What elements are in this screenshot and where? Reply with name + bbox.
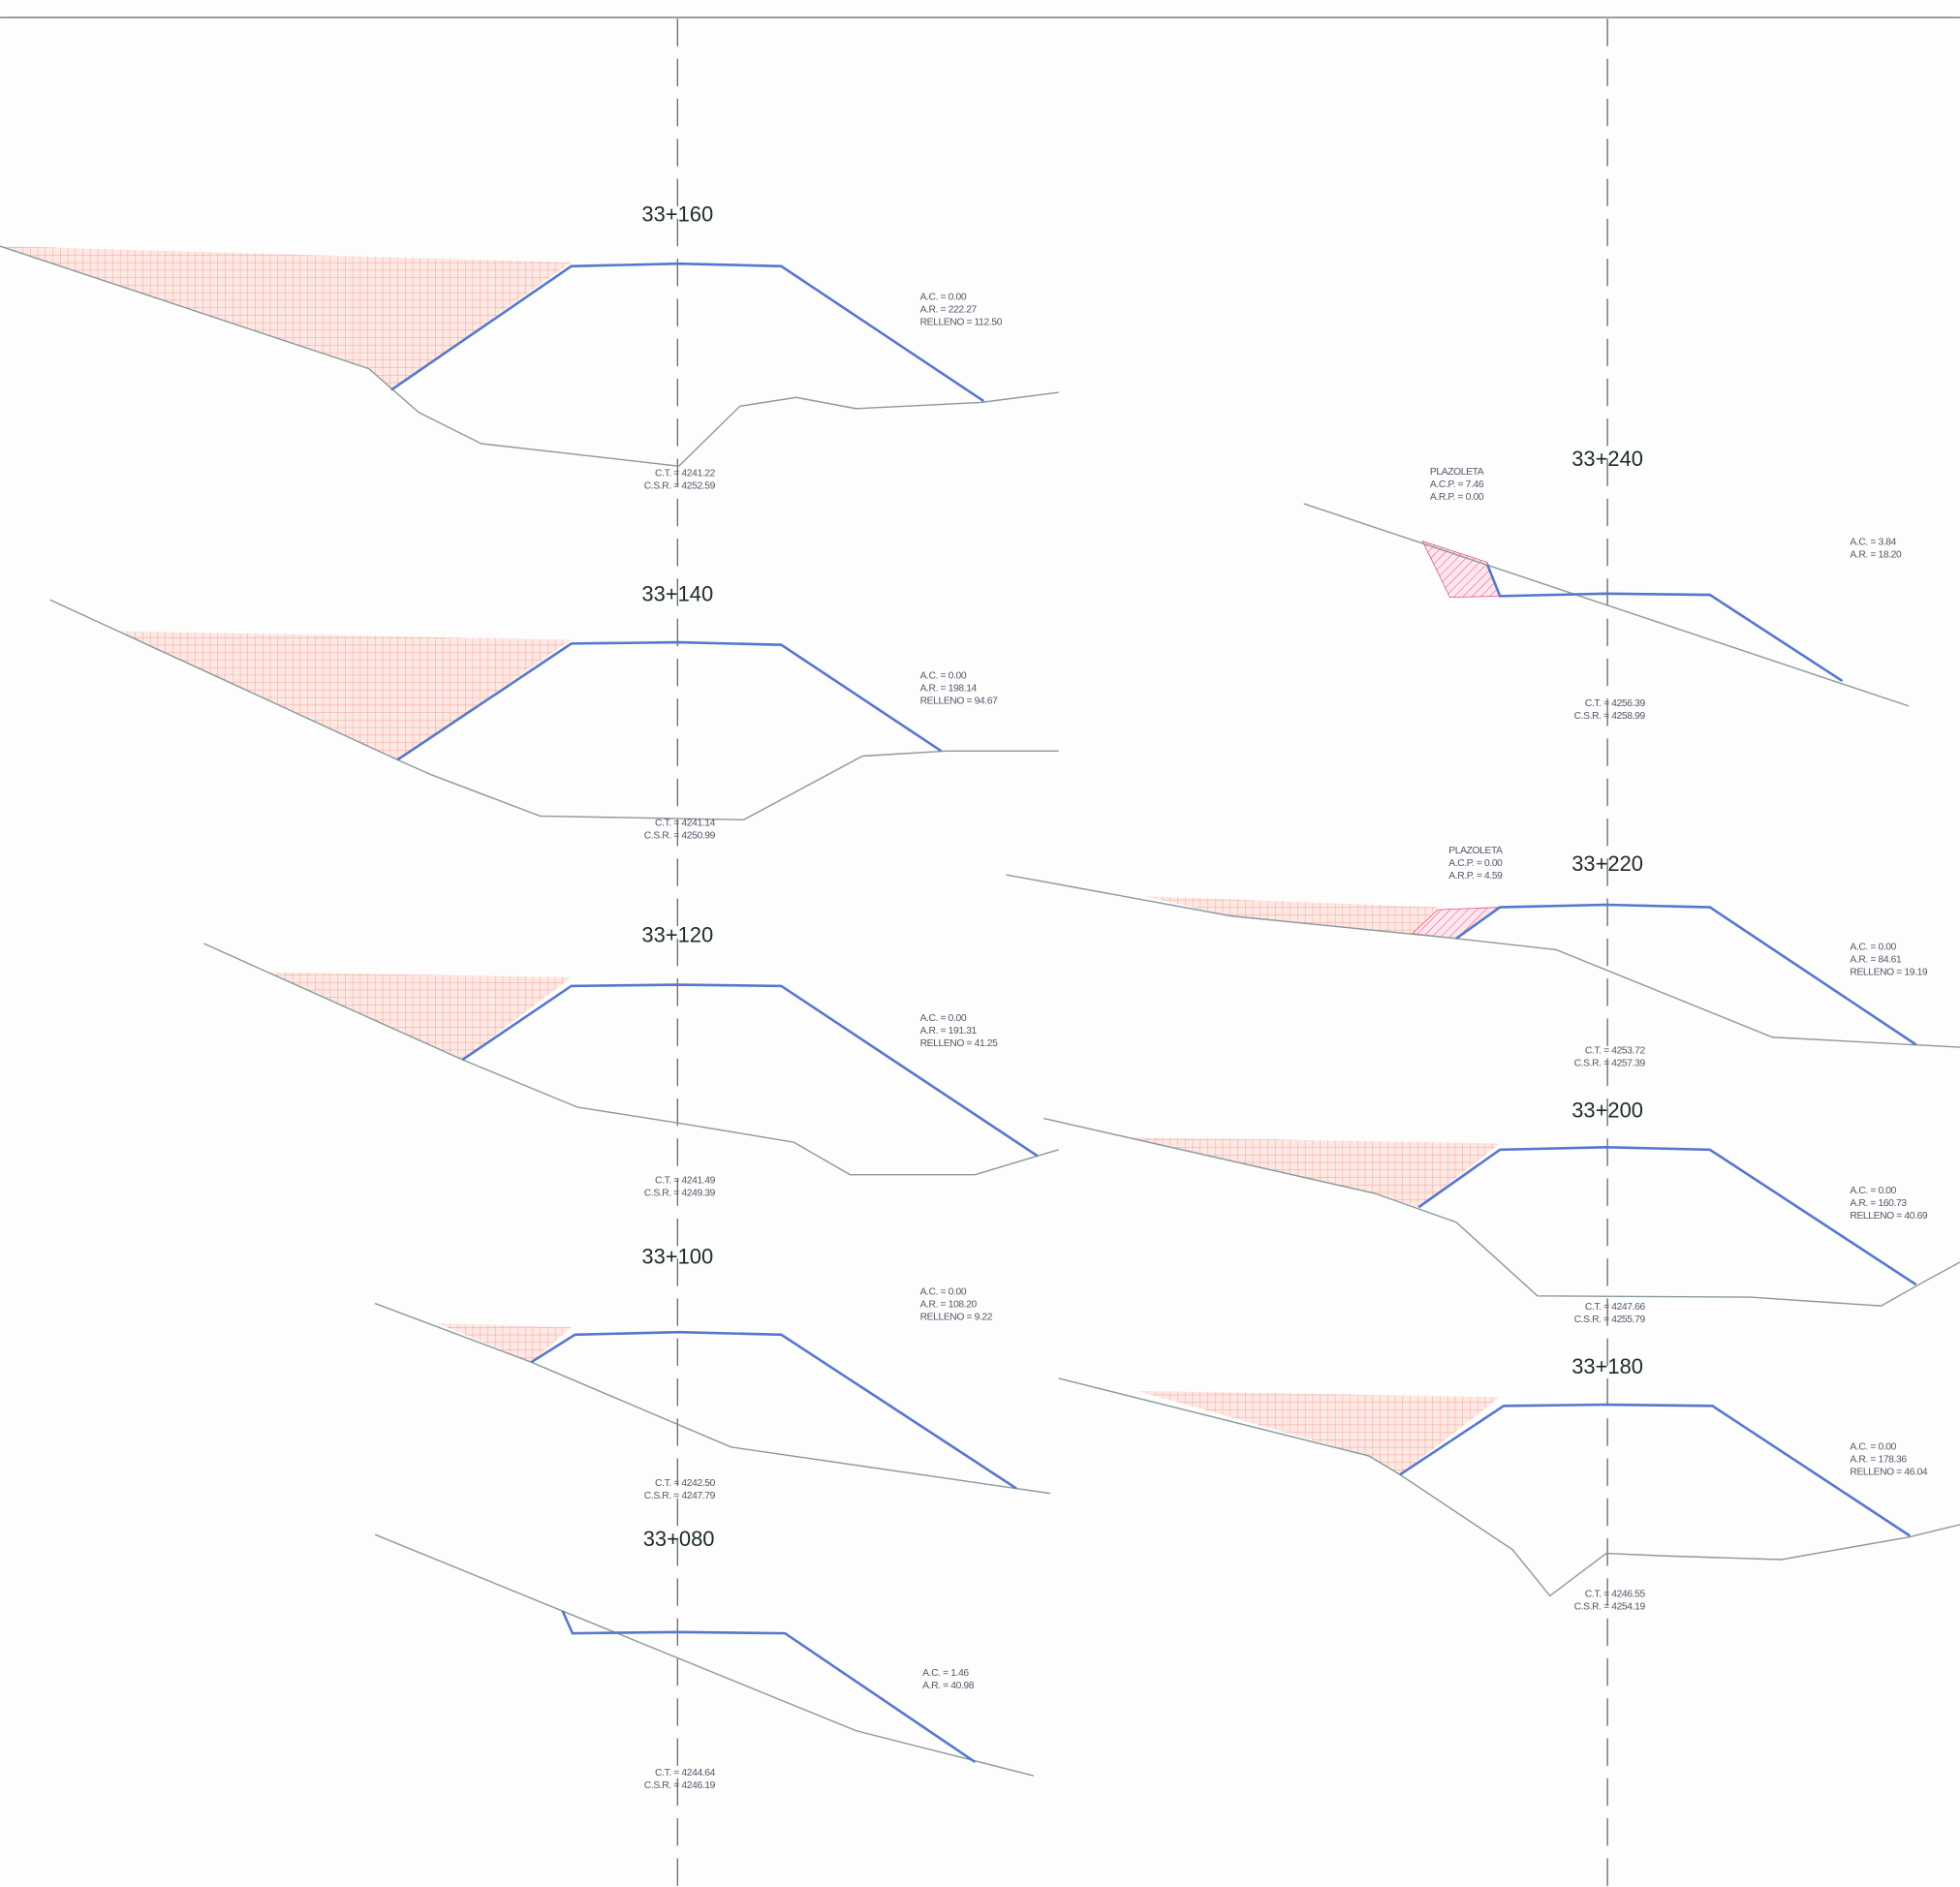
area-label: A.R. = 84.61	[1850, 954, 1902, 965]
cross-section: 33+220 A.C. = 0.00 A.R. = 84.61 RELLENO = 1…	[1006, 846, 1960, 1068]
road-section	[390, 262, 985, 403]
station-label: 33+120	[641, 923, 713, 947]
level-label: C.S.R. = 4250.99	[644, 831, 716, 842]
station-label: 33+100	[641, 1244, 713, 1268]
plazoleta-label: A.C.P. = 0.00	[1448, 858, 1503, 869]
road-section	[530, 1330, 1017, 1490]
level-label: C.T. = 4241.22	[655, 469, 716, 479]
ground-line	[1006, 874, 1960, 1048]
area-label: A.C. = 0.00	[920, 671, 967, 682]
area-label: A.R. = 18.20	[1850, 549, 1902, 560]
area-label: A.R. = 191.31	[920, 1026, 978, 1036]
level-label: C.T. = 4242.50	[655, 1478, 716, 1489]
level-label: C.T. = 4256.39	[1585, 698, 1646, 709]
area-label: A.R. = 40.98	[922, 1681, 975, 1691]
area-label: A.C. = 0.00	[920, 1287, 967, 1298]
level-label: C.S.R. = 4246.19	[644, 1780, 716, 1791]
level-label: C.T. = 4247.66	[1585, 1302, 1646, 1313]
level-label: C.T. = 4246.55	[1585, 1590, 1646, 1600]
fill-hatch	[118, 631, 572, 760]
station-label: 33+240	[1571, 447, 1643, 471]
station-label: 33+160	[641, 201, 713, 226]
ground-line	[49, 599, 1059, 820]
area-label: A.R. = 222.27	[920, 305, 978, 316]
area-label: A.C. = 0.00	[1850, 1186, 1896, 1196]
fill-hatch	[1125, 1136, 1501, 1208]
fill-hatch	[1137, 1390, 1501, 1475]
level-label: C.S.R. = 4247.79	[644, 1491, 716, 1501]
road-section	[396, 640, 943, 761]
ground-line	[1043, 1117, 1960, 1307]
plazoleta-label: PLAZOLETA	[1448, 846, 1503, 856]
road-section	[1399, 1403, 1912, 1537]
plazoleta-label: A.C.P. = 7.46	[1430, 479, 1484, 490]
ground-line	[203, 943, 1059, 1176]
road-section	[1417, 1145, 1917, 1286]
level-label: C.S.R. = 4252.59	[644, 480, 716, 491]
area-label: RELLENO = 46.04	[1850, 1467, 1928, 1477]
level-label: C.S.R. = 4249.39	[644, 1189, 716, 1199]
cross-section: 33+240 A.C. = 3.84 A.R. = 18.20 C.T. = 4256…	[1303, 447, 1910, 722]
fill-hatch	[0, 246, 572, 390]
ground-line	[1058, 1377, 1960, 1597]
road-section	[1486, 564, 1844, 683]
cross-section: 33+100 A.C. = 0.00A.R. = 108.20 RELLENO = …	[374, 1244, 1050, 1501]
station-label: 33+140	[641, 582, 713, 606]
fill-hatch	[437, 1323, 572, 1363]
area-label: RELLENO = 112.50	[920, 317, 1003, 327]
road-section	[561, 1610, 977, 1764]
cross-section: 33+200 A.C. = 0.00 A.R. = 160.73 RELLENO = …	[1043, 1098, 1960, 1325]
area-label: A.C. = 0.00	[1850, 942, 1896, 952]
level-label: C.S.R. = 4257.39	[1574, 1058, 1646, 1068]
level-label: C.S.R. = 4255.79	[1574, 1315, 1646, 1325]
area-label: A.R. = 178.36	[1850, 1454, 1907, 1465]
plazoleta-label: PLAZOLETA	[1430, 467, 1484, 478]
area-label: A.R. = 198.14	[920, 683, 978, 694]
level-label: C.T. = 4253.72	[1585, 1046, 1646, 1057]
cross-section: 33+180 A.C. = 0.00 A.R. = 178.36 RELLENO = …	[1058, 1354, 1960, 1613]
ground-line	[1303, 503, 1910, 707]
station-label: 33+220	[1571, 851, 1643, 876]
area-label: RELLENO = 9.22	[920, 1312, 993, 1322]
area-label: A.C. = 0.00	[1850, 1441, 1896, 1452]
plazoleta-label: A.R.P. = 0.00	[1430, 492, 1484, 503]
plazoleta-label: A.R.P. = 4.59	[1448, 871, 1503, 882]
level-label: C.S.R. = 4254.19	[1574, 1602, 1646, 1613]
area-label: A.C. = 3.84	[1850, 537, 1896, 547]
cross-section: 33+080 A.C. = 1.46 A.R. = 40.98 C.T. = 4244…	[374, 1527, 1035, 1791]
ground-line	[374, 1533, 1035, 1777]
area-label: A.C. = 1.46	[922, 1668, 969, 1679]
ground-line	[0, 245, 1059, 467]
level-label: C.T. = 4241.49	[655, 1176, 716, 1187]
area-label: A.R. = 160.73	[1850, 1198, 1907, 1209]
fill-hatch	[268, 972, 572, 1060]
ground-line	[374, 1302, 1050, 1495]
area-label: RELLENO = 41.25	[920, 1038, 999, 1049]
road-section	[461, 983, 1039, 1158]
area-label: RELLENO = 40.69	[1850, 1211, 1928, 1222]
station-label: 33+080	[643, 1527, 715, 1551]
cross-section: 33+120 A.C. = 0.00 A.R. = 191.31 RELLENO = …	[203, 923, 1059, 1199]
fill-hatch	[1143, 895, 1438, 934]
level-label: C.T. = 4241.14	[655, 819, 716, 829]
area-label: RELLENO = 94.67	[920, 696, 999, 706]
area-label: A.C. = 0.00	[920, 1013, 967, 1024]
level-label: C.S.R. = 4258.99	[1574, 711, 1646, 722]
road-section	[1455, 903, 1917, 1046]
station-label: 33+180	[1571, 1354, 1643, 1378]
area-label: A.R. = 108.20	[920, 1299, 978, 1310]
level-label: C.T. = 4244.64	[655, 1768, 716, 1779]
cross-section: 33+140 A.C. = 0.00A.R. = 198.14 RELLENO = …	[49, 582, 1059, 842]
area-label: RELLENO = 19.19	[1850, 967, 1928, 977]
area-label: A.C. = 0.00	[920, 293, 967, 303]
station-label: 33+200	[1571, 1098, 1643, 1122]
